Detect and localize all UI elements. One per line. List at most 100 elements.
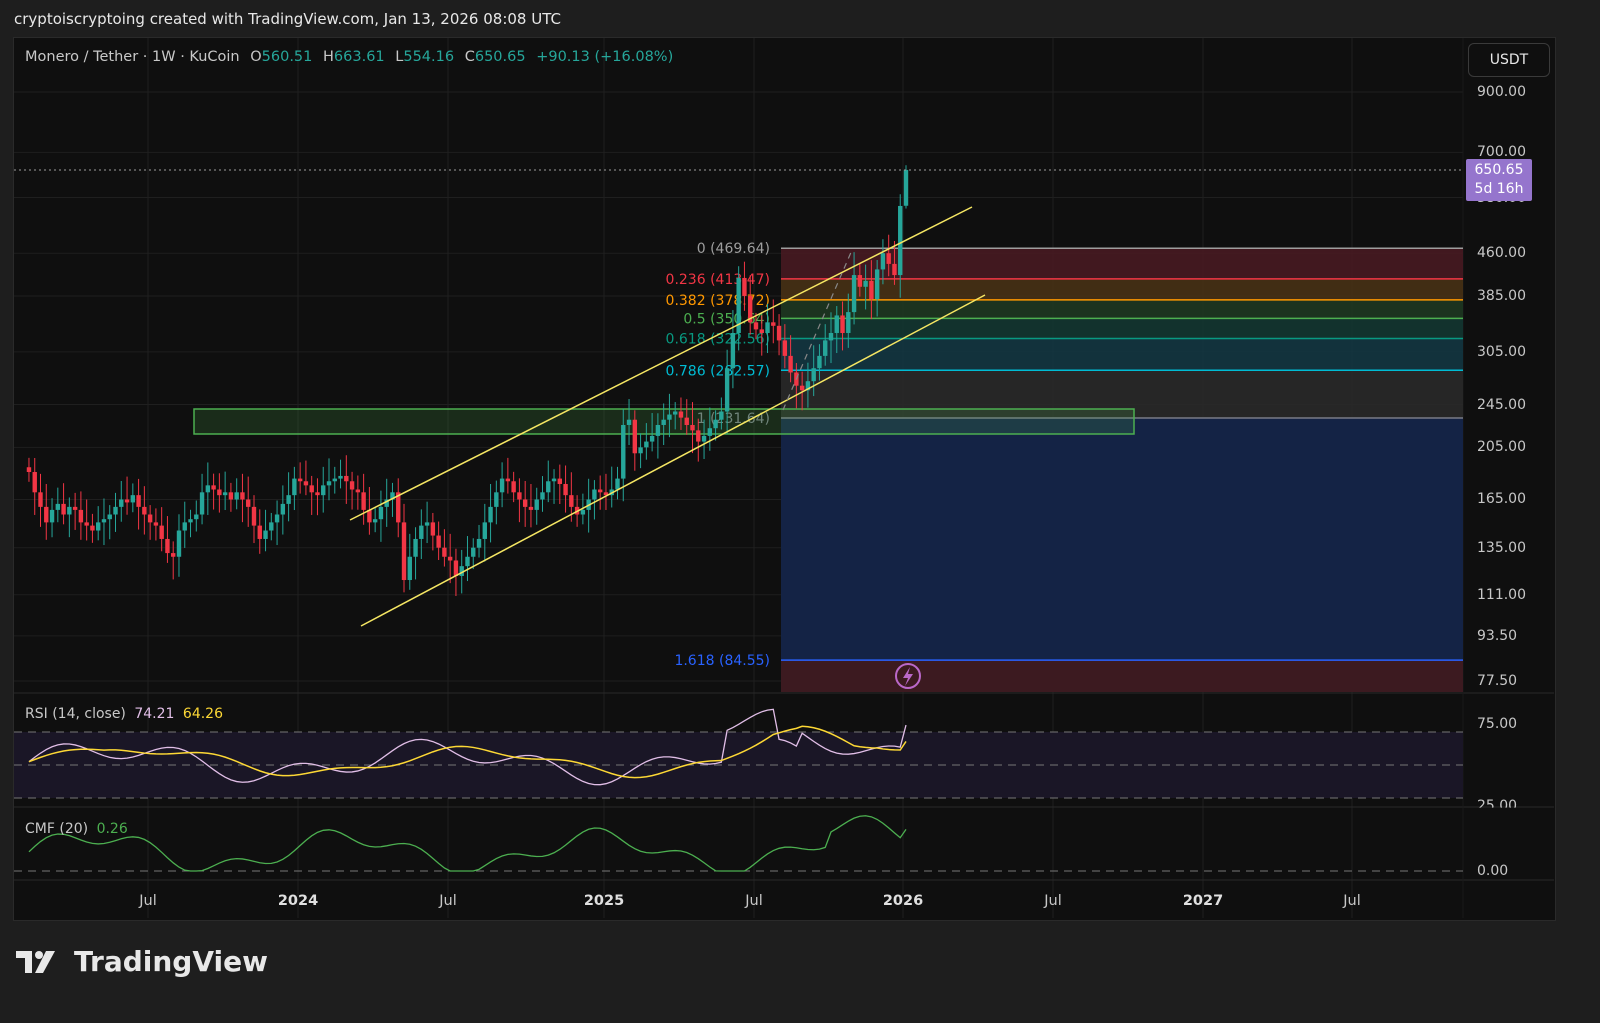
currency-button[interactable]: USDT: [1468, 43, 1550, 77]
candle-body: [355, 489, 361, 493]
fib-level-label: 0.618 (322.56): [666, 331, 770, 347]
candle-body: [903, 169, 909, 206]
candle-body: [846, 312, 851, 333]
symbol-name[interactable]: Monero / Tether: [25, 49, 139, 65]
candle-body: [315, 492, 320, 496]
candle-body: [419, 525, 424, 539]
chart-credit: cryptoiscryptoing created with TradingVi…: [14, 10, 561, 28]
time-axis-label: 2027: [1182, 893, 1224, 909]
candle-body: [649, 435, 655, 442]
ohlc-high: 663.61: [333, 49, 385, 65]
rsi-legend[interactable]: RSI (14, close) 74.21 64.26: [25, 706, 223, 722]
candle-body: [344, 475, 349, 482]
price-axis-label: 77.50: [1477, 672, 1518, 689]
ohlc-low: 554.16: [403, 49, 455, 65]
candle-body: [257, 525, 262, 539]
candle-body: [626, 419, 632, 425]
candle-body: [165, 538, 170, 554]
candle-body: [701, 435, 707, 442]
candle-body: [771, 322, 776, 326]
candle-body: [176, 530, 182, 557]
candle-body: [32, 472, 37, 493]
candle-body: [471, 547, 476, 557]
candle-body: [782, 340, 788, 356]
candle-body: [805, 381, 811, 391]
candle-body: [436, 535, 441, 548]
fib-level-label: 0.382 (378.72): [666, 293, 770, 309]
candle-body: [742, 277, 747, 296]
candle-body: [557, 478, 562, 484]
candle-body: [661, 419, 666, 425]
price-axis-label: 205.00: [1477, 439, 1526, 456]
candle-body: [494, 492, 499, 507]
candle-body: [482, 522, 487, 539]
candle-body: [119, 499, 124, 507]
candle-body: [765, 322, 770, 333]
fib-level-label: 1.618 (84.55): [674, 653, 770, 669]
fib-zone-extension: [781, 418, 1463, 661]
tradingview-logo[interactable]: TradingView: [16, 945, 268, 978]
candle-body: [234, 492, 239, 500]
candle-body: [326, 481, 332, 486]
candle-body: [194, 514, 199, 520]
candle-body: [673, 411, 678, 415]
candle-body: [384, 499, 389, 507]
candle-body: [828, 332, 834, 341]
candle-body: [736, 277, 741, 333]
candle-body: [390, 492, 395, 500]
candle-body: [321, 485, 326, 496]
candle-body: [246, 499, 251, 507]
candle-body: [823, 340, 828, 356]
time-axis-label: Jul: [139, 893, 157, 909]
candle-body: [263, 530, 268, 539]
candle-body: [171, 553, 176, 557]
candle-body: [303, 481, 309, 486]
candle-body: [147, 514, 153, 523]
channel-lower-line: [360, 294, 986, 627]
candle-body: [130, 495, 136, 503]
fib-zone-below: [781, 660, 1463, 692]
candle-body: [72, 506, 78, 510]
time-axis-label: Jul: [439, 893, 457, 909]
candle-body: [222, 492, 228, 496]
brand-name: TradingView: [74, 945, 268, 978]
cmf-legend[interactable]: CMF (20) 0.26: [25, 821, 128, 837]
candle-body: [182, 522, 187, 531]
candle-body: [292, 478, 297, 496]
candle-body: [834, 315, 839, 333]
fib-zone: [781, 278, 1463, 300]
candle-body: [453, 560, 459, 576]
candle-body: [372, 519, 378, 523]
time-axis-label: Jul: [745, 893, 763, 909]
candle-body: [644, 441, 649, 448]
fib-zone: [781, 370, 1463, 419]
tradingview-logo-icon: [16, 950, 55, 973]
fib-zone: [781, 318, 1463, 339]
candle-body: [603, 492, 609, 496]
candle-body: [655, 424, 661, 436]
rsi-line: [28, 708, 907, 786]
candle-body: [396, 492, 401, 523]
cmf-value: 0.26: [96, 821, 128, 837]
candle-body: [251, 506, 257, 526]
candle-body: [707, 428, 713, 436]
candle-body: [101, 519, 107, 523]
candle-body: [551, 478, 557, 482]
fib-level-label: 0 (469.64): [697, 241, 770, 257]
symbol-interval[interactable]: 1W: [152, 49, 176, 65]
candle-body: [286, 495, 291, 504]
candle-body: [696, 430, 701, 442]
candle-body: [280, 503, 286, 515]
candle-body: [678, 411, 684, 418]
candle-body: [563, 483, 568, 496]
price-axis-label: 93.50: [1477, 627, 1518, 644]
candle-body: [367, 509, 372, 523]
last-price: 650.65: [1474, 162, 1524, 178]
candle-body: [667, 414, 672, 420]
candle-body: [632, 419, 638, 454]
ohlc-close: 650.65: [474, 49, 526, 65]
symbol-exchange: KuCoin: [189, 49, 240, 65]
candle-body: [546, 481, 551, 493]
fib-zone: [781, 299, 1463, 319]
